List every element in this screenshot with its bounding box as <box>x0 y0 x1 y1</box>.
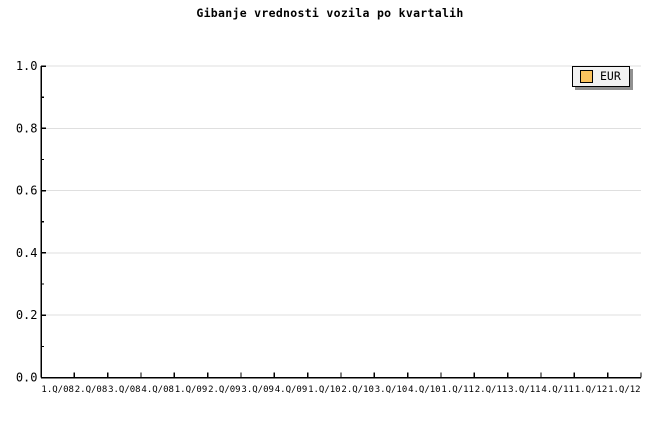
legend-label-eur: EUR <box>600 68 621 83</box>
y-tick-label: 0.4 <box>16 246 38 260</box>
x-tick-label: 2.Q/11 <box>475 385 508 395</box>
x-tick-label: 3.Q/09 <box>241 385 274 395</box>
y-tick-label: 0.2 <box>16 308 38 322</box>
y-tick-label: 0.6 <box>16 184 38 198</box>
x-tick-label: 4.Q/11 <box>541 385 574 395</box>
legend-swatch-eur <box>580 70 593 83</box>
x-tick-label: 4.Q/10 <box>408 385 441 395</box>
x-tick-label: 1.Q/10 <box>308 385 341 395</box>
x-tick-label: 2.Q/08 <box>75 385 108 395</box>
x-tick-label: 4.Q/09 <box>275 385 308 395</box>
y-tick-label: 0.0 <box>16 371 38 385</box>
x-tick-label: 1.Q/12 <box>608 385 641 395</box>
y-tick-label: 0.8 <box>16 121 38 135</box>
x-tick-label: 4.Q/08 <box>141 385 174 395</box>
x-tick-label: 3.Q/10 <box>375 385 408 395</box>
x-tick-label: 1.Q/09 <box>175 385 208 395</box>
x-tick-label: 2.Q/09 <box>208 385 241 395</box>
y-tick-label: 1.0 <box>16 59 38 73</box>
x-tick-label: 1.Q/12 <box>575 385 608 395</box>
x-tick-label: 1.Q/11 <box>441 385 474 395</box>
x-tick-label: 3.Q/08 <box>108 385 141 395</box>
x-tick-label: 1.Q/08 <box>41 385 74 395</box>
x-tick-label: 2.Q/10 <box>341 385 374 395</box>
chart-title: Gibanje vrednosti vozila po kvartalih <box>196 6 464 20</box>
legend: EUR <box>572 66 630 87</box>
x-tick-label: 3.Q/11 <box>508 385 541 395</box>
